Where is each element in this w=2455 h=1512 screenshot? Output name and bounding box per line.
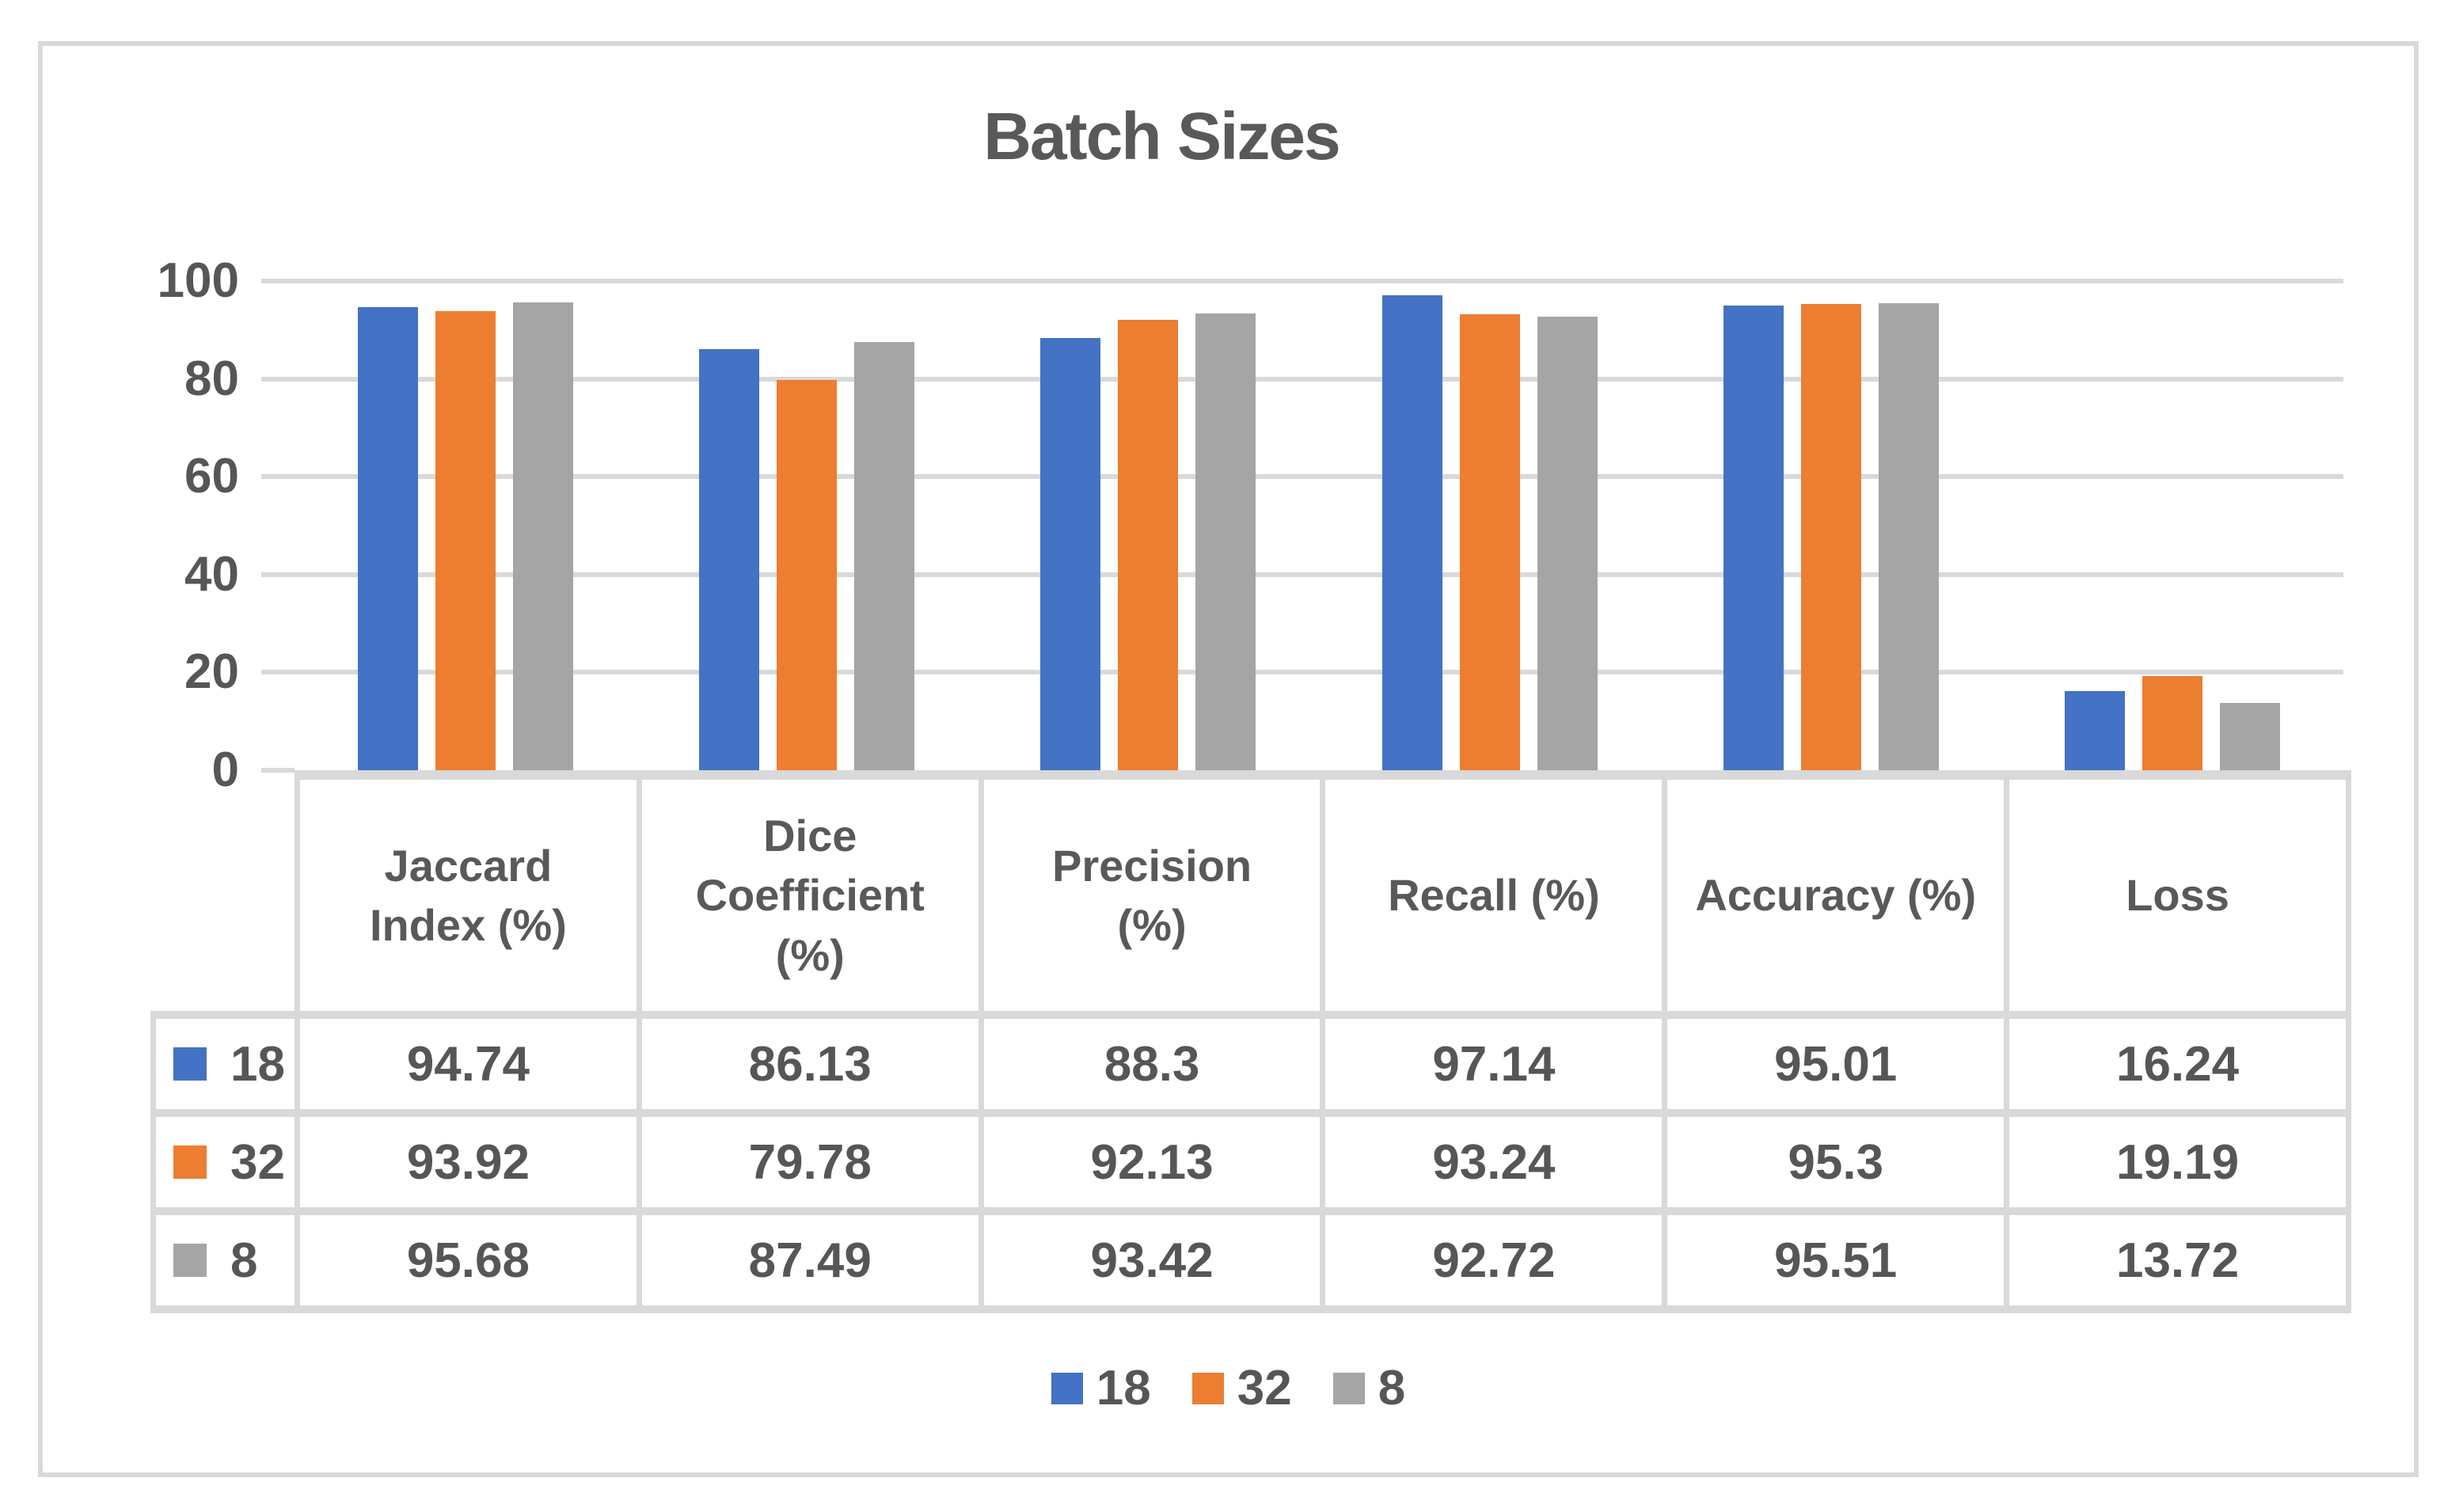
bar-series-18	[699, 348, 759, 770]
series-name: 32	[230, 1134, 285, 1190]
gridline	[295, 572, 2343, 577]
bar-series-32	[1801, 304, 1861, 770]
legend-swatch	[1332, 1372, 1365, 1404]
y-axis-tick	[261, 768, 295, 773]
value-cell: 19.19	[2004, 1109, 2351, 1215]
gridline	[295, 474, 2343, 480]
y-axis-label: 40	[184, 546, 239, 602]
value-cell: 79.78	[636, 1109, 984, 1215]
y-axis-tick	[261, 474, 295, 480]
bar-series-32	[777, 379, 837, 770]
y-axis-tick	[261, 279, 295, 283]
bar-series-18	[1040, 338, 1101, 770]
bar-series-18	[2065, 690, 2126, 770]
legend: 18 32 8	[38, 1360, 2419, 1416]
y-axis-tick	[261, 670, 295, 675]
bar-series-8	[1537, 317, 1598, 770]
category-header-cell: Precision (%)	[978, 770, 1326, 1019]
series-swatch	[173, 1047, 207, 1081]
series-key-cell: 18	[150, 1011, 300, 1117]
table-body: 18 94.74 86.13 88.3 97.14 95.01 16.24 32 93.92 79…	[150, 1011, 2351, 1313]
gridline	[295, 279, 2343, 283]
gridline	[295, 670, 2343, 675]
table-row: 18 94.74 86.13 88.3 97.14 95.01 16.24	[150, 1011, 2351, 1117]
value-cell: 92.72	[1320, 1207, 1668, 1313]
chart-title: Batch Sizes	[983, 99, 1341, 173]
gridline	[295, 376, 2343, 382]
data-table: Jaccard Index (%) Dice Coefficient (%) Pre…	[150, 770, 2351, 1313]
bar-series-18	[1723, 305, 1784, 770]
legend-item: 32	[1191, 1360, 1292, 1416]
series-key-cell: 8	[150, 1207, 300, 1313]
plot-area	[295, 279, 2343, 770]
series-name: 8	[230, 1233, 258, 1288]
y-axis-tick	[261, 376, 295, 382]
category-header-cell: Recall (%)	[1320, 770, 1668, 1019]
table-head: Jaccard Index (%) Dice Coefficient (%) Pre…	[154, 770, 2351, 1019]
value-cell: 94.74	[295, 1011, 642, 1117]
table-row: 32 93.92 79.78 92.13 93.24 95.3 19.19	[150, 1109, 2351, 1215]
legend-label: 8	[1378, 1361, 1406, 1415]
series-name: 18	[230, 1036, 285, 1092]
table-corner-cell	[154, 775, 298, 1015]
bar-series-8	[1879, 302, 1939, 770]
bar-series-8	[512, 302, 573, 770]
category-header-cell: Jaccard Index (%)	[295, 770, 642, 1019]
value-cell: 13.72	[2004, 1207, 2351, 1313]
value-cell: 95.01	[1662, 1011, 2010, 1117]
legend-label: 32	[1237, 1361, 1292, 1415]
value-cell: 95.3	[1662, 1109, 2010, 1215]
legend-item: 8	[1332, 1360, 1406, 1416]
value-cell: 95.51	[1662, 1207, 2010, 1313]
legend-item: 18	[1051, 1360, 1151, 1416]
legend-swatch	[1191, 1372, 1224, 1404]
series-key: 18	[156, 1036, 295, 1092]
value-cell: 88.3	[978, 1011, 1326, 1117]
y-axis-label: 60	[184, 449, 239, 504]
value-cell: 97.14	[1320, 1011, 1668, 1117]
category-header-cell: Loss	[2004, 770, 2351, 1019]
value-cell: 93.24	[1320, 1109, 1668, 1215]
value-cell: 95.68	[295, 1207, 642, 1313]
value-cell: 93.42	[978, 1207, 1326, 1313]
legend-label: 18	[1096, 1361, 1151, 1415]
table-row: 8 95.68 87.49 93.42 92.72 95.51 13.72	[150, 1207, 2351, 1313]
series-swatch	[173, 1244, 207, 1277]
value-cell: 87.49	[636, 1207, 984, 1313]
y-axis-label: 0	[211, 743, 239, 797]
y-axis-label: 100	[157, 253, 239, 308]
bar-series-8	[1195, 313, 1256, 770]
legend-swatch	[1051, 1372, 1083, 1404]
bar-series-32	[1118, 319, 1179, 770]
value-cell: 86.13	[636, 1011, 984, 1117]
category-header-cell: Accuracy (%)	[1662, 770, 2010, 1019]
bar-series-32	[435, 310, 496, 770]
bar-series-18	[357, 306, 418, 770]
y-axis-label: 20	[184, 644, 239, 700]
bar-series-8	[2220, 703, 2281, 770]
y-axis-tick	[261, 572, 295, 577]
table-header-row: Jaccard Index (%) Dice Coefficient (%) Pre…	[154, 770, 2351, 1019]
bar-series-32	[1459, 313, 1520, 770]
value-cell: 93.92	[295, 1109, 642, 1215]
bar-series-8	[854, 342, 914, 770]
series-key-cell: 32	[150, 1109, 300, 1215]
category-header-cell: Dice Coefficient (%)	[636, 770, 984, 1019]
series-key: 32	[156, 1134, 295, 1191]
y-axis-label: 80	[184, 351, 239, 406]
series-key: 8	[156, 1233, 295, 1289]
bar-series-18	[1381, 294, 1442, 770]
value-cell: 92.13	[978, 1109, 1326, 1215]
bar-series-32	[2142, 676, 2203, 770]
series-swatch	[173, 1145, 207, 1179]
value-cell: 16.24	[2004, 1011, 2351, 1117]
